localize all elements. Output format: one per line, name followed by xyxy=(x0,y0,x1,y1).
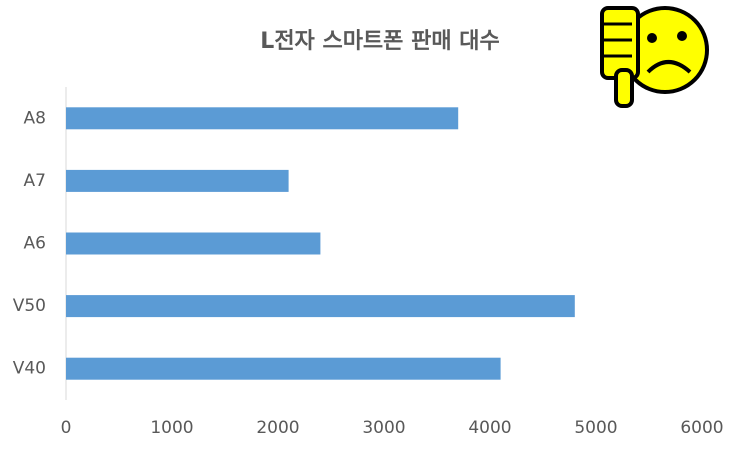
y-tick-label: A7 xyxy=(24,171,46,191)
bar xyxy=(66,107,459,130)
x-tick-label: 6000 xyxy=(680,418,723,438)
x-tick-label: 4000 xyxy=(468,418,511,438)
x-tick-label: 3000 xyxy=(362,418,405,438)
x-tick-label: 2000 xyxy=(256,418,299,438)
thumbs-down-emoji xyxy=(600,6,709,108)
bar xyxy=(66,357,501,380)
bar xyxy=(66,295,575,318)
y-tick-label: A8 xyxy=(24,108,46,128)
x-tick-label: 5000 xyxy=(574,418,617,438)
chart-title: L전자 스마트폰 판매 대수 xyxy=(260,29,499,54)
bar xyxy=(66,169,289,192)
y-tick-label: V40 xyxy=(13,359,46,379)
y-tick-label: A6 xyxy=(24,234,46,254)
x-tick-label: 1000 xyxy=(150,418,193,438)
y-tick-label: V50 xyxy=(13,296,46,316)
bar xyxy=(66,232,321,255)
x-tick-label: 0 xyxy=(61,418,72,438)
